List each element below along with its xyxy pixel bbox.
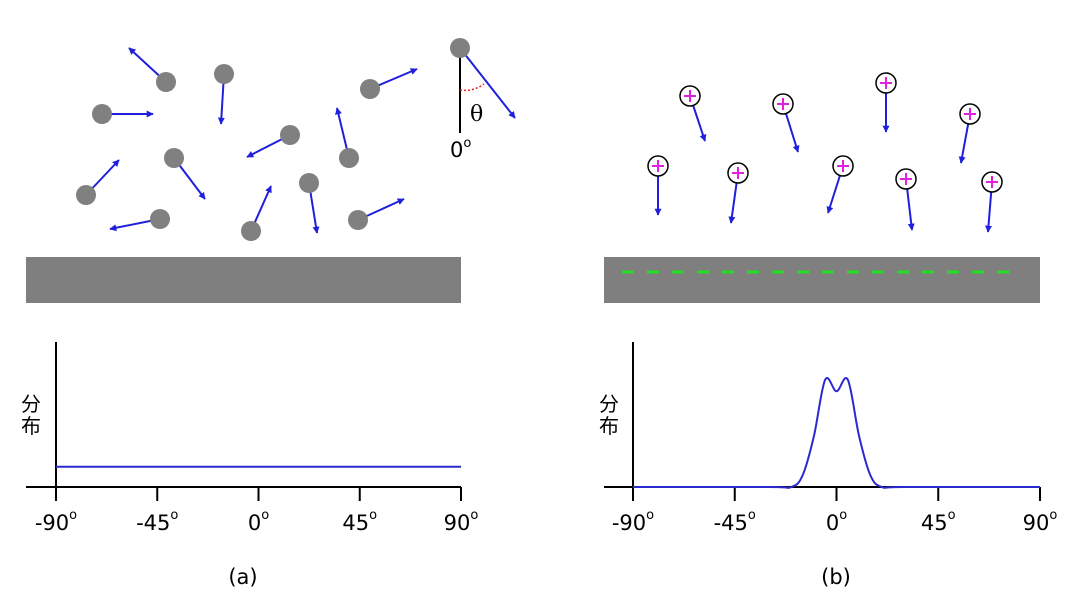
positive-ion [895, 168, 917, 190]
distribution-plot-b: 分 布 -90o -45o 0o 45o 90o [599, 342, 1057, 535]
plus-icon [732, 167, 744, 179]
neutral-particle [241, 221, 261, 241]
particles-a: θ 0o [76, 38, 516, 241]
x-tick-label: 0o [248, 508, 269, 535]
plus-icon [880, 77, 892, 89]
x-tick-label: -90o [612, 508, 654, 535]
plus-icon [900, 173, 912, 185]
plus-icon [837, 160, 849, 172]
x-tick-label: 90o [1023, 508, 1058, 535]
neutral-particle [348, 210, 368, 230]
distribution-plot-a: 分 布 -90o -45o 0o 45o 90o [21, 342, 478, 535]
neutral-particle [156, 72, 176, 92]
neutral-particle [299, 173, 319, 193]
positive-ion [727, 162, 749, 184]
positive-ion [772, 93, 794, 115]
distribution-curve [632, 377, 1041, 489]
substrate-b [604, 257, 1040, 303]
normal-angle-label: 0o [450, 136, 471, 162]
x-tick-label: 45o [342, 508, 377, 535]
panel-a: θ 0o 分 布 [21, 38, 516, 589]
neutral-particle [150, 209, 170, 229]
panel-b: 分 布 -90o -45o 0o 45o 90o (b) [599, 72, 1057, 589]
x-tick-label: -90o [35, 508, 77, 535]
x-tick-labels: -90o -45o 0o 45o 90o [612, 487, 1058, 535]
neutral-particles [76, 38, 470, 241]
plus-icon [777, 98, 789, 110]
panel-label-b: (b) [821, 565, 851, 589]
plus-icon [964, 108, 976, 120]
neutral-particle [360, 79, 380, 99]
velocity-arrow [459, 47, 516, 119]
neutral-particle [339, 148, 359, 168]
positive-ion [959, 103, 981, 125]
y-axis-label-char-1: 分 [599, 392, 619, 416]
velocity-arrows-b [654, 83, 993, 233]
y-axis-label-char-2: 布 [21, 414, 41, 438]
neutral-particle [92, 104, 112, 124]
positive-ion [981, 171, 1003, 193]
angle-arc [459, 83, 485, 92]
neutral-particle [214, 64, 234, 84]
neutral-particle [76, 185, 96, 205]
plus-icon [684, 90, 696, 102]
positive-ion [679, 85, 701, 107]
substrate-a [26, 257, 461, 303]
neutral-particle [280, 125, 300, 145]
plus-icon [986, 176, 998, 188]
neutral-particle [164, 148, 184, 168]
neutral-particle [450, 38, 470, 58]
positive-ion [647, 155, 669, 177]
x-tick-labels: -90o -45o 0o 45o 90o [35, 487, 479, 535]
x-tick-label: -45o [136, 508, 178, 535]
x-tick-label: 45o [921, 508, 956, 535]
plus-icon [652, 160, 664, 172]
panel-label-a: (a) [228, 565, 257, 589]
x-tick-label: 90o [444, 508, 479, 535]
x-tick-label: -45o [714, 508, 756, 535]
ions [647, 72, 1003, 193]
y-axis-label-char-2: 布 [599, 414, 619, 438]
y-axis-label-char-1: 分 [21, 392, 41, 416]
theta-label: θ [470, 102, 483, 127]
positive-ion [875, 72, 897, 94]
positive-ion [832, 155, 854, 177]
x-tick-label: 0o [826, 508, 847, 535]
